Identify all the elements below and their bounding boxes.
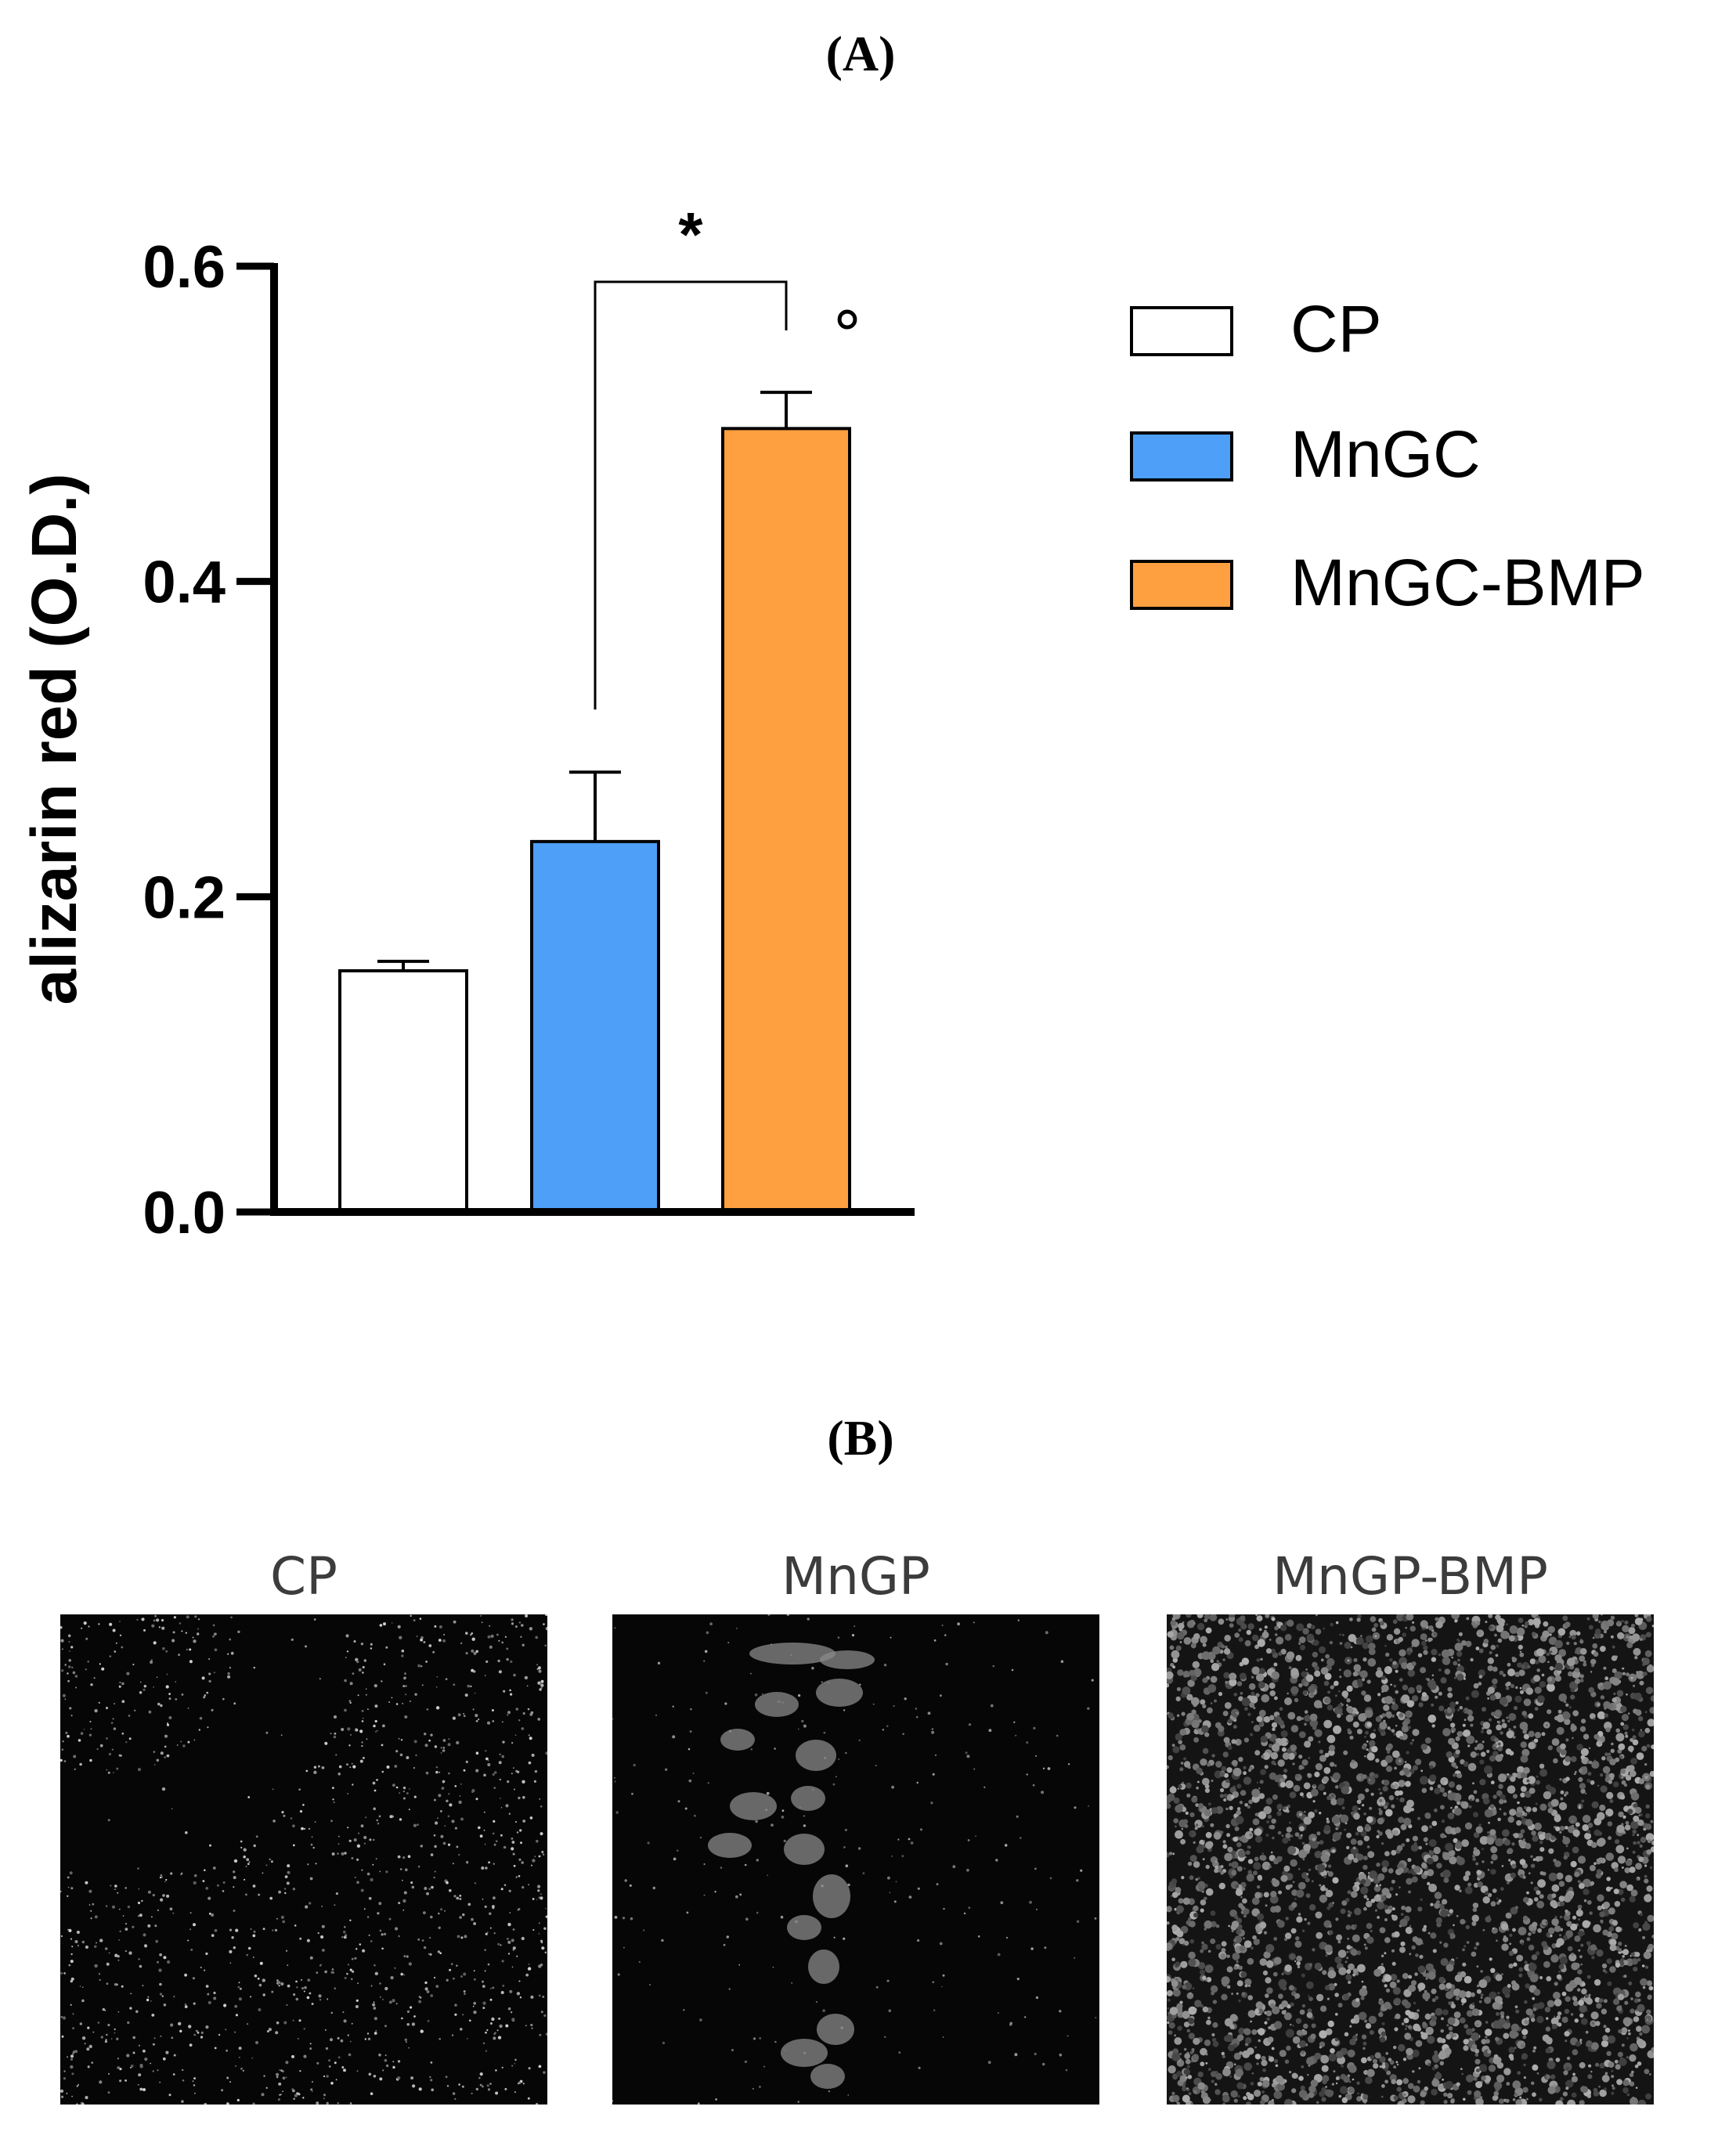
legend-swatch (1130, 560, 1233, 610)
y-tick-label: 0.4 (143, 550, 226, 616)
annotation-degree: ° (832, 298, 863, 371)
image-title-mngp-bmp: MnGP-BMP (1272, 1546, 1548, 1607)
micrograph-mngp-bmp (1167, 1614, 1654, 2105)
y-tick-label: 0.2 (143, 864, 226, 931)
image-title-cp: CP (270, 1546, 337, 1607)
y-tick-label: 0.0 (143, 1180, 226, 1246)
bar-chart: 0.00.20.40.6 alizarin red (O.D.) *° CPMn… (19, 200, 1645, 1246)
chart-annotations: *° (594, 200, 863, 710)
panel-b-label: (B) (827, 1410, 894, 1466)
y-axis-label: alizarin red (O.D.) (19, 474, 90, 1005)
chart-error-bars (377, 391, 812, 971)
legend-swatch (1130, 431, 1233, 481)
bar-mngc (530, 839, 660, 1214)
legend-item-mngc-bmp: MnGC-BMP (1130, 546, 1645, 619)
micrograph-mngp (612, 1614, 1099, 2105)
chart-legend: CP MnGC MnGC-BMP (1130, 292, 1645, 619)
legend-item-cp: CP (1130, 292, 1382, 366)
bar-cp (338, 968, 468, 1214)
chart-axes: alizarin red (O.D.) (19, 263, 915, 1216)
legend-label: MnGC-BMP (1290, 546, 1645, 619)
legend-item-mngc: MnGC (1130, 417, 1481, 491)
image-title-mngp: MnGP (781, 1546, 930, 1607)
legend-label: MnGC (1290, 417, 1481, 491)
significance-bracket (594, 280, 788, 710)
chart-ticks: 0.0 0.2 0.4 0.6 (143, 234, 274, 1246)
panel-a-label: (A) (825, 26, 896, 81)
significance-star: * (678, 200, 703, 269)
micrograph-texture (60, 1614, 547, 2105)
micrograph-texture (612, 1614, 1097, 2105)
legend-swatch (1130, 306, 1233, 356)
micrograph-cp (60, 1614, 547, 2105)
micrograph-texture (1167, 1614, 1654, 2105)
legend-label: CP (1290, 292, 1382, 366)
bar-mngc-bmp (721, 427, 851, 1214)
y-tick-label: 0.6 (143, 234, 226, 301)
